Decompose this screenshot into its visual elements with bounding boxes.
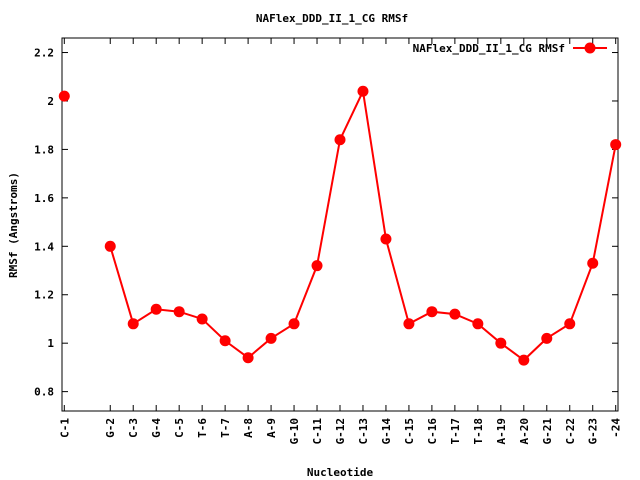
chart-title: NAFlex_DDD_II_1_CG RMSf	[256, 12, 408, 25]
legend: NAFlex_DDD_II_1_CG RMSf	[413, 42, 607, 55]
data-point	[265, 332, 277, 344]
data-point	[334, 134, 346, 146]
x-tick-label: C-15	[403, 418, 416, 445]
x-tick-label: -24	[610, 418, 623, 438]
x-tick-label: C-11	[311, 418, 324, 445]
x-tick-label: T-7	[219, 418, 232, 438]
y-axis: 0.8 1 1.2 1.4 1.6 1.8 2 2.2	[34, 47, 618, 399]
data-point	[610, 139, 622, 151]
series-layer	[58, 85, 622, 366]
data-point	[242, 352, 254, 364]
data-point	[219, 335, 231, 347]
y-tick-label: 2	[47, 95, 54, 108]
data-point	[449, 308, 461, 320]
x-tick-label: G-10	[288, 418, 301, 445]
y-tick-label: 1.8	[34, 143, 54, 156]
x-tick-label: G-21	[541, 418, 554, 445]
y-tick-label: 2.2	[34, 47, 54, 60]
x-tick-label: G-23	[587, 418, 600, 445]
data-point	[104, 240, 116, 252]
y-tick-label: 1.4	[34, 240, 54, 253]
series-line	[109, 87, 617, 362]
x-tick-label: T-17	[449, 418, 462, 445]
data-point	[426, 306, 438, 318]
data-point	[495, 337, 507, 349]
x-axis-label: Nucleotide	[307, 466, 374, 479]
x-tick-label: C-13	[357, 418, 370, 445]
data-point	[472, 318, 484, 330]
data-point	[311, 260, 323, 272]
x-tick-label: G-14	[380, 418, 393, 445]
x-tick-label: C-1	[58, 418, 71, 438]
x-tick-label: G-2	[104, 418, 117, 438]
y-tick-label: 1	[47, 337, 54, 350]
data-point	[518, 354, 530, 366]
x-axis: C-1 G-2 C-3 G-4 C-5 T-6 T-7 A-8 A-9 G-10 C-11 G-12 C…	[58, 38, 623, 445]
plot-frame	[61, 37, 619, 412]
x-tick-label: C-5	[173, 418, 186, 438]
legend-label: NAFlex_DDD_II_1_CG RMSf	[413, 42, 565, 55]
data-point	[196, 313, 208, 325]
x-tick-label: G-4	[150, 418, 163, 438]
data-point	[541, 332, 553, 344]
x-tick-label: C-16	[426, 418, 439, 445]
data-point	[127, 318, 139, 330]
y-tick-label: 0.8	[34, 386, 54, 399]
data-point	[288, 318, 300, 330]
x-tick-label: A-8	[242, 418, 255, 438]
data-point	[173, 306, 185, 318]
x-tick-label: A-20	[518, 418, 531, 445]
x-tick-label: A-9	[265, 418, 278, 438]
x-tick-label: G-12	[334, 418, 347, 445]
x-tick-label: C-3	[127, 418, 140, 438]
x-tick-label: C-22	[564, 418, 577, 445]
data-point	[58, 90, 70, 102]
x-tick-label: A-19	[495, 418, 508, 445]
data-point	[587, 257, 599, 269]
y-tick-label: 1.2	[34, 289, 54, 302]
y-axis-label: RMSf (Angstroms)	[7, 172, 20, 278]
data-point	[357, 85, 369, 97]
data-point	[403, 318, 415, 330]
data-point	[380, 233, 392, 245]
data-point	[564, 318, 576, 330]
legend-marker	[584, 42, 596, 54]
y-tick-label: 1.6	[34, 192, 54, 205]
x-tick-label: T-6	[196, 418, 209, 438]
data-point	[150, 303, 162, 315]
x-tick-label: T-18	[472, 418, 485, 445]
